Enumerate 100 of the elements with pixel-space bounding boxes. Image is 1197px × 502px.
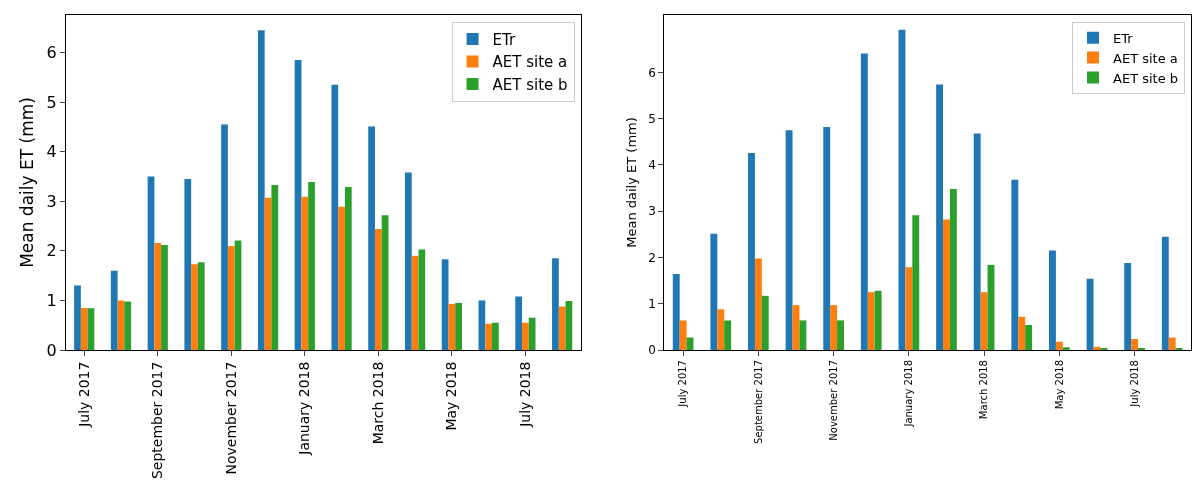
bar bbox=[1055, 341, 1063, 350]
bar bbox=[197, 262, 205, 350]
bar bbox=[528, 317, 536, 350]
bar bbox=[823, 126, 831, 350]
y-tick-label: 0 bbox=[46, 340, 57, 360]
bar bbox=[748, 152, 755, 350]
y-axis-title: Mean daily ET (mm) bbox=[17, 97, 37, 268]
bar bbox=[1062, 347, 1070, 350]
x-tick-label: July 2018 bbox=[1128, 360, 1140, 408]
y-tick-label: 6 bbox=[46, 43, 57, 63]
bar bbox=[418, 249, 426, 350]
legend-label: ETr bbox=[1113, 30, 1134, 46]
bar bbox=[943, 219, 950, 350]
x-tick-label: July 2017 bbox=[75, 361, 92, 428]
bar bbox=[1018, 316, 1026, 350]
y-tick-label: 2 bbox=[46, 241, 57, 261]
bar bbox=[221, 124, 228, 350]
bar bbox=[860, 53, 868, 350]
x-tick-label: July 2018 bbox=[516, 361, 533, 428]
bar bbox=[1161, 236, 1169, 350]
bar bbox=[936, 84, 944, 350]
bar bbox=[785, 130, 793, 350]
bar bbox=[191, 264, 198, 350]
x-tick-label: March 2018 bbox=[978, 360, 990, 420]
bar bbox=[227, 245, 235, 350]
bar bbox=[478, 300, 486, 350]
y-tick-label: 4 bbox=[648, 158, 656, 173]
bar bbox=[1049, 250, 1056, 350]
x-tick-label: May 2018 bbox=[443, 361, 460, 431]
bar bbox=[184, 179, 192, 350]
bar bbox=[980, 292, 988, 350]
y-tick-label: 3 bbox=[648, 204, 656, 219]
bar bbox=[761, 295, 769, 350]
bar bbox=[558, 306, 566, 350]
bar bbox=[331, 84, 339, 350]
legend-label: AET site a bbox=[1113, 50, 1178, 66]
bar bbox=[87, 308, 95, 350]
bar bbox=[867, 292, 875, 350]
x-tick-label: November 2017 bbox=[222, 361, 239, 475]
bar bbox=[455, 302, 462, 350]
y-tick-label: 1 bbox=[46, 291, 57, 311]
bar bbox=[1168, 337, 1176, 350]
bar bbox=[754, 258, 762, 350]
bar bbox=[837, 320, 844, 350]
bar bbox=[552, 258, 559, 350]
x-tick-label: November 2017 bbox=[827, 360, 839, 441]
y-tick-label: 6 bbox=[648, 65, 656, 80]
x-tick-label: January 2018 bbox=[903, 360, 915, 428]
bar bbox=[110, 270, 118, 350]
bar bbox=[912, 215, 920, 350]
bar bbox=[830, 305, 838, 350]
legend-label: AET site b bbox=[492, 75, 568, 94]
bar bbox=[344, 186, 352, 350]
bar bbox=[799, 320, 807, 350]
bar bbox=[368, 126, 375, 350]
x-tick-label: September 2017 bbox=[752, 360, 764, 444]
bar bbox=[74, 285, 81, 350]
bar bbox=[492, 322, 499, 350]
y-tick-label: 3 bbox=[46, 191, 57, 211]
bar bbox=[724, 320, 732, 350]
x-tick-label: March 2018 bbox=[369, 361, 386, 445]
legend-label: ETr bbox=[492, 30, 516, 49]
bar bbox=[80, 307, 88, 350]
bar bbox=[1011, 179, 1019, 350]
bar bbox=[161, 244, 168, 350]
x-tick-label: January 2018 bbox=[296, 361, 313, 456]
bar bbox=[485, 323, 492, 350]
y-tick-label: 0 bbox=[648, 343, 656, 358]
bar bbox=[672, 274, 680, 350]
bar bbox=[515, 296, 523, 350]
bar bbox=[404, 172, 412, 350]
bar bbox=[308, 182, 315, 350]
bar bbox=[710, 233, 718, 350]
bar bbox=[717, 309, 725, 350]
bar bbox=[448, 303, 456, 350]
bar bbox=[522, 322, 529, 350]
bar bbox=[905, 267, 913, 350]
bar bbox=[301, 196, 309, 350]
legend-label: AET site b bbox=[1113, 70, 1179, 86]
bar bbox=[973, 133, 981, 350]
bar bbox=[117, 300, 125, 350]
bar bbox=[271, 184, 279, 350]
bar bbox=[949, 188, 957, 350]
bar bbox=[1124, 263, 1132, 350]
y-tick-label: 5 bbox=[648, 111, 656, 126]
y-axis-title: Mean daily ET (mm) bbox=[624, 117, 640, 248]
bar bbox=[338, 206, 345, 350]
bar bbox=[124, 301, 132, 350]
bar bbox=[1025, 325, 1033, 350]
bar bbox=[679, 320, 687, 350]
x-tick-label: September 2017 bbox=[149, 361, 166, 480]
y-tick-label: 4 bbox=[46, 142, 57, 162]
x-tick-label: July 2017 bbox=[677, 360, 689, 408]
bar bbox=[257, 30, 265, 350]
legend-label: AET site a bbox=[492, 53, 568, 72]
y-tick-label: 5 bbox=[46, 92, 57, 112]
bar bbox=[374, 229, 382, 350]
bar bbox=[154, 242, 162, 350]
y-tick-label: 2 bbox=[648, 250, 656, 265]
x-tick-label: May 2018 bbox=[1053, 360, 1065, 410]
